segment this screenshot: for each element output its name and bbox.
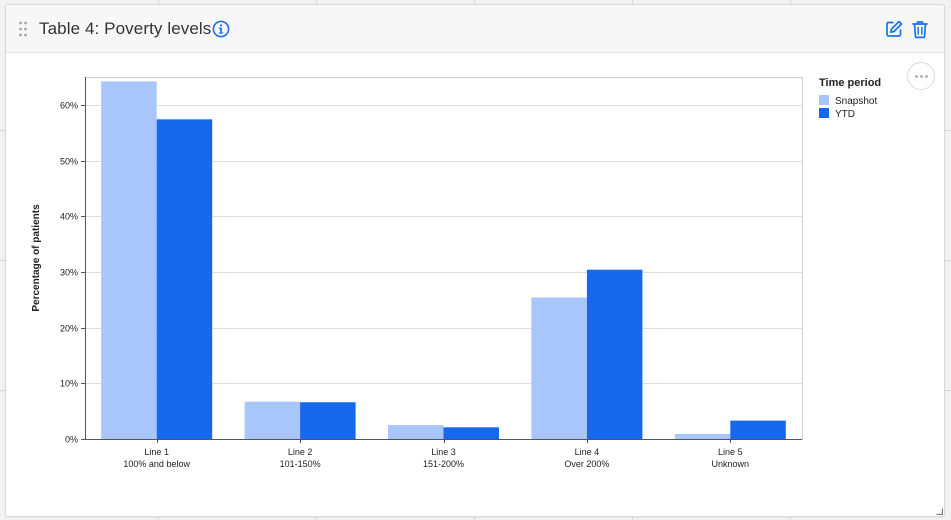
more-dot-icon <box>925 75 928 78</box>
legend-swatch-ytd <box>819 108 829 118</box>
y-tick-label: 30% <box>60 268 78 278</box>
bar-snapshot <box>101 81 157 439</box>
legend-swatch-snapshot <box>819 95 829 105</box>
resize-handle-icon[interactable] <box>936 508 943 515</box>
card-header: Table 4: Poverty levels <box>6 5 944 53</box>
y-axis-title: Percentage of patients <box>31 204 42 312</box>
x-tick-sublabel: Unknown <box>712 459 750 469</box>
x-tick-label: Line 4 <box>575 447 600 457</box>
x-tick-label: Line 5 <box>718 447 743 457</box>
chart: 0% 10% 20% 30% 40% 50% 60% Percentage of patien… <box>31 77 881 469</box>
x-tick-label: Line 3 <box>431 447 456 457</box>
bar-ytd <box>586 269 643 439</box>
bar-ytd <box>730 420 786 439</box>
bar-snapshot <box>674 433 731 439</box>
x-tick-sublabel: Over 200% <box>564 459 609 469</box>
info-icon[interactable] <box>212 20 230 38</box>
x-tick-label: Line 2 <box>288 447 313 457</box>
more-dot-icon <box>915 75 918 78</box>
legend-title: Time period <box>819 77 881 89</box>
card-title: Table 4: Poverty levels <box>39 19 212 38</box>
trash-icon[interactable] <box>911 19 929 39</box>
bar-snapshot <box>388 425 444 439</box>
x-tick-sublabel: 101-150% <box>280 459 321 469</box>
bar-ytd <box>300 402 356 439</box>
bar-ytd <box>156 119 213 439</box>
bar-snapshot <box>531 297 587 439</box>
legend-label: Snapshot <box>835 96 877 107</box>
y-tick-label: 60% <box>60 101 78 111</box>
edit-icon[interactable] <box>884 19 904 39</box>
y-tick-label: 0% <box>65 435 78 445</box>
bar-snapshot <box>244 401 301 439</box>
y-tick-label: 40% <box>60 212 78 222</box>
chart-card: Table 4: Poverty levels 0% 10% 20% 30% 40% 50… <box>5 4 945 517</box>
more-options-button[interactable] <box>907 62 935 90</box>
drag-handle-icon[interactable] <box>18 20 28 38</box>
y-tick-label: 20% <box>60 324 78 334</box>
bar-ytd <box>443 427 499 439</box>
legend-label: YTD <box>835 109 855 120</box>
y-tick-label: 10% <box>60 379 78 389</box>
x-tick-sublabel: 100% and below <box>123 459 190 469</box>
x-tick-label: Line 1 <box>144 447 169 457</box>
x-tick-sublabel: 151-200% <box>423 459 464 469</box>
more-dot-icon <box>920 75 923 78</box>
y-tick-label: 50% <box>60 157 78 167</box>
